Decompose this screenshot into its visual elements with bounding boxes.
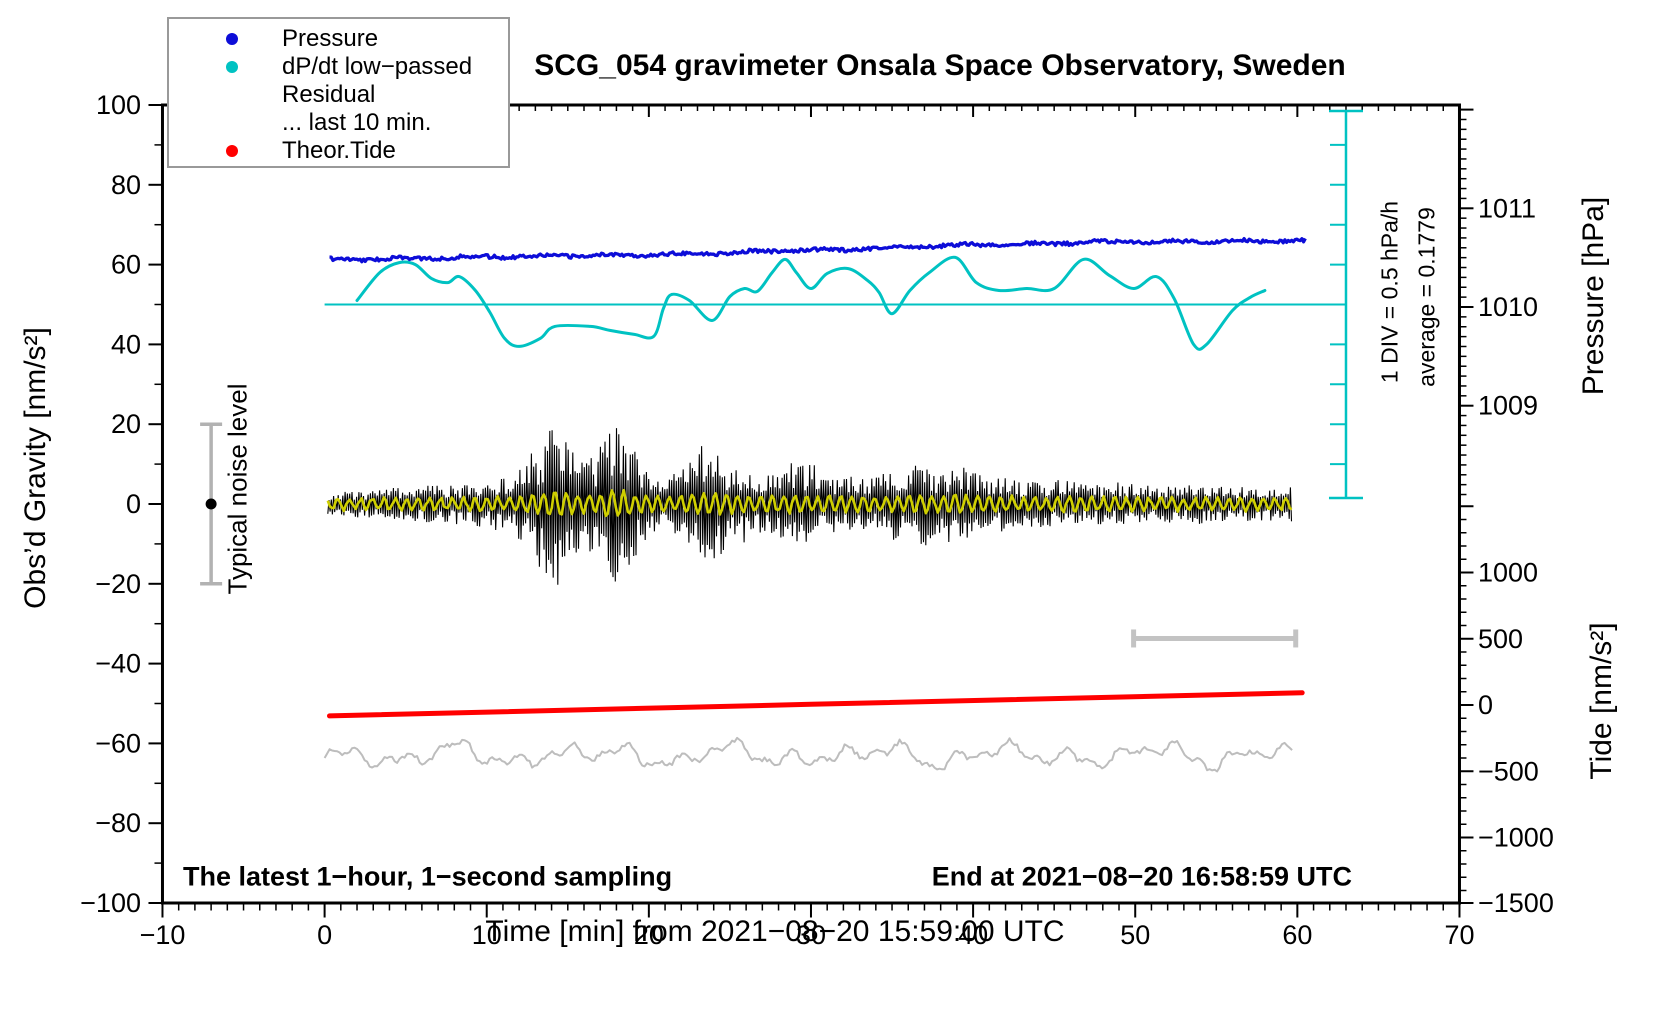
legend-label: ... last 10 min. (282, 109, 432, 136)
series-theor-tide (327, 690, 1305, 719)
tide-tick-label: −1500 (1478, 888, 1554, 918)
legend-box: Pressure dP/dt low−passed Residual... last… (167, 17, 510, 168)
legend-item: ... last 10 min. (169, 109, 508, 137)
pressure-tick-label: 1011 (1478, 193, 1536, 223)
gravity-tick-label: −80 (95, 808, 141, 838)
x-tick-label: 0 (317, 920, 332, 950)
average-annotation: average = 0.1779 (1413, 207, 1440, 387)
gravity-tick-label: 20 (111, 409, 141, 439)
noise-level-annotation: Typical noise level (222, 383, 253, 595)
gravity-tick-label: −100 (80, 888, 141, 918)
x-tick-label: 40 (958, 920, 988, 950)
gravity-tick-label: 80 (111, 170, 141, 200)
x-tick-label: −10 (140, 920, 186, 950)
legend-label: Theor.Tide (282, 137, 396, 164)
chart-title: SCG_054 gravimeter Onsala Space Observat… (534, 49, 1346, 82)
gravity-tick-label: 40 (111, 329, 141, 359)
gravity-tick-label: 0 (126, 489, 141, 519)
div-scale-annotation: 1 DIV = 0.5 hPa/h (1376, 200, 1403, 384)
legend-dot (225, 33, 238, 45)
legend-item: Residual (169, 81, 508, 109)
gravity-tick-label: −60 (95, 728, 141, 758)
pressure-tick-label: 1010 (1478, 292, 1538, 322)
tide-tick-label: 1000 (1478, 558, 1538, 588)
pressure-axis-label: Pressure [hPa] (1577, 196, 1610, 396)
legend-dot (225, 145, 238, 157)
gravity-tick-label: 100 (96, 90, 141, 120)
legend-label: Residual (282, 81, 376, 108)
gravity-tick-label: −20 (95, 569, 141, 599)
end-time-annotation: End at 2021−08−20 16:58:59 UTC (931, 861, 1352, 892)
series-last10min (323, 736, 1293, 773)
noise-errorbar-dot (205, 498, 217, 510)
tide-tick-label: −1000 (1478, 823, 1554, 853)
legend-item: dP/dt low−passed (169, 53, 508, 81)
x-tick-label: 10 (472, 920, 502, 950)
tide-tick-label: 500 (1478, 624, 1523, 654)
legend-label: Pressure (282, 25, 379, 52)
tide-tick-label: 0 (1478, 690, 1493, 720)
tide-tick-label: −500 (1478, 756, 1539, 786)
x-tick-label: 60 (1282, 920, 1312, 950)
x-tick-label: 50 (1120, 920, 1150, 950)
x-tick-label: 70 (1444, 920, 1474, 950)
legend-item: Theor.Tide (169, 137, 508, 165)
legend-dot (225, 61, 238, 73)
series-residual-smoothed (326, 488, 1293, 518)
legend-item: Pressure (169, 25, 508, 53)
series-pressure (329, 236, 1307, 264)
sampling-annotation: The latest 1−hour, 1−second sampling (183, 861, 673, 892)
x-axis-label: Time [min] from 2021−08−20 15:59:00 UTC (485, 915, 1065, 948)
series-dpdt (355, 255, 1267, 351)
tide-axis-label: Tide [nm/s²] (1585, 622, 1618, 780)
x-tick-label: 30 (796, 920, 826, 950)
x-tick-label: 20 (634, 920, 664, 950)
gravity-tick-label: −40 (95, 649, 141, 679)
legend-label: dP/dt low−passed (282, 53, 473, 80)
pressure-tick-label: 1009 (1478, 391, 1538, 421)
gravity-axis-label: Obs’d Gravity [nm/s²] (19, 327, 52, 609)
gravity-tick-label: 60 (111, 250, 141, 280)
